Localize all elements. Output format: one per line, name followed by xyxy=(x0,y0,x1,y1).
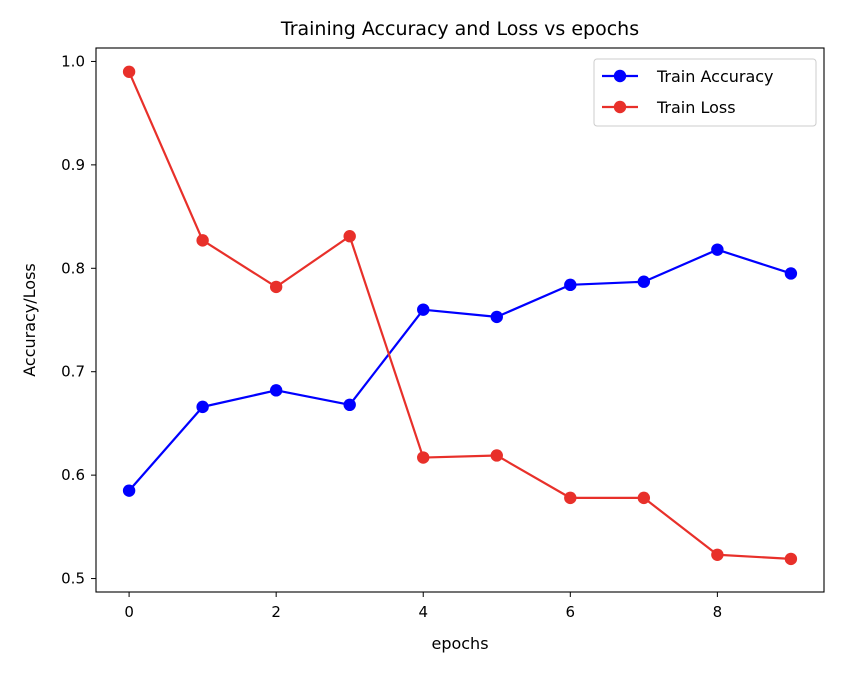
y-tick-label: 0.7 xyxy=(61,363,85,381)
series-line-train-accuracy xyxy=(128,248,792,492)
legend-swatch-marker xyxy=(613,69,627,83)
data-point-train-loss xyxy=(490,449,503,462)
data-point-train-loss xyxy=(637,491,651,505)
y-axis-label: Accuracy/Loss xyxy=(20,263,39,377)
data-point-train-accuracy xyxy=(196,400,209,414)
y-tick-label: 0.9 xyxy=(61,156,85,174)
data-point-train-loss xyxy=(784,552,798,566)
data-point-train-loss xyxy=(343,230,356,243)
y-tick-label: 0.5 xyxy=(61,570,85,588)
chart-title: Training Accuracy and Loss vs epochs xyxy=(280,18,639,40)
y-tick-label: 0.6 xyxy=(61,466,85,484)
data-point-train-loss xyxy=(122,65,136,78)
x-tick-label: 8 xyxy=(713,603,723,621)
x-tick-label: 0 xyxy=(124,603,134,621)
legend-entry-train-accuracy: Train Accuracy xyxy=(602,67,774,86)
series-train-loss xyxy=(122,65,798,566)
x-tick-label: 2 xyxy=(271,603,281,621)
data-point-train-accuracy xyxy=(784,267,798,280)
data-point-train-accuracy xyxy=(637,275,651,288)
y-axis: 0.5 0.6 0.7 0.8 0.9 1.0 xyxy=(61,52,96,588)
x-axis-label: epochs xyxy=(431,634,488,653)
data-point-train-accuracy xyxy=(269,384,283,397)
plot-frame xyxy=(95,47,825,593)
legend-entry-train-loss: Train Loss xyxy=(602,98,736,117)
legend-box xyxy=(593,58,817,127)
legend-label: Train Accuracy xyxy=(656,67,774,86)
data-point-train-accuracy xyxy=(122,484,136,497)
plot-area xyxy=(95,47,825,593)
series-layer xyxy=(122,65,798,566)
data-point-train-loss xyxy=(417,451,430,464)
data-point-train-loss xyxy=(564,491,577,505)
data-point-train-accuracy xyxy=(490,310,503,324)
legend-swatch-marker xyxy=(613,100,627,114)
data-point-train-loss xyxy=(269,280,283,294)
data-point-train-accuracy xyxy=(711,243,724,256)
x-tick-label: 4 xyxy=(418,603,428,621)
data-point-train-accuracy xyxy=(564,278,577,292)
data-point-train-accuracy xyxy=(343,398,356,412)
legend-label: Train Loss xyxy=(656,98,736,117)
data-point-train-loss xyxy=(196,234,209,247)
x-tick-label: 6 xyxy=(566,603,576,621)
y-tick-label: 1.0 xyxy=(61,52,85,70)
data-point-train-accuracy xyxy=(417,303,430,316)
legend: Train Accuracy Train Loss xyxy=(593,58,817,127)
data-point-train-loss xyxy=(711,548,724,561)
series-train-accuracy xyxy=(122,243,798,497)
x-axis: 0 2 4 6 8 xyxy=(124,592,722,621)
legend-entries: Train Accuracy Train Loss xyxy=(602,67,774,117)
series-line-train-loss xyxy=(128,71,791,561)
y-tick-label: 0.8 xyxy=(61,259,85,277)
